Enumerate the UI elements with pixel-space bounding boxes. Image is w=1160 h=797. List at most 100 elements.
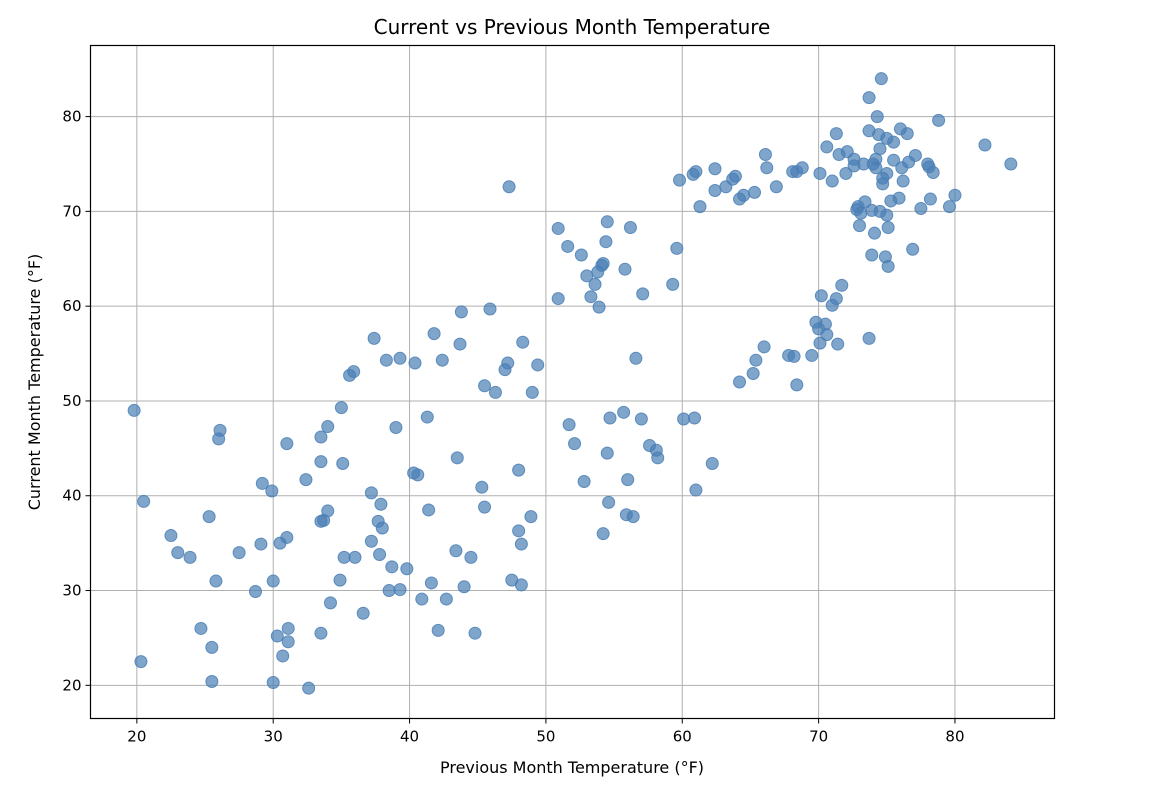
scatter-point	[858, 195, 872, 209]
scatter-point	[978, 138, 992, 152]
scatter-point	[281, 635, 295, 649]
grid-layer	[90, 45, 1055, 719]
y-tick-label: 50	[62, 392, 81, 410]
scatter-point	[592, 300, 606, 314]
scatter-point	[314, 455, 328, 469]
scatter-point	[908, 148, 922, 162]
scatter-point	[839, 166, 853, 180]
x-tick-label: 60	[673, 728, 692, 746]
scatter-point	[673, 173, 687, 187]
scatter-point	[705, 457, 719, 471]
x-axis-label: Previous Month Temperature (°F)	[440, 758, 704, 777]
scatter-point	[457, 580, 471, 594]
scatter-point	[874, 72, 888, 86]
plot-frame	[89, 44, 1056, 720]
scatter-point	[364, 534, 378, 548]
scatter-point	[501, 356, 515, 370]
scatter-point	[454, 305, 468, 319]
scatter-point	[868, 226, 882, 240]
scatter-point	[348, 550, 362, 564]
scatter-point	[831, 337, 845, 351]
scatter-point	[411, 468, 425, 482]
scatter-point	[943, 200, 957, 214]
scatter-point	[870, 110, 884, 124]
scatter-point	[865, 248, 879, 262]
scatter-point	[333, 573, 347, 587]
y-axis-label: Current Month Temperature (°F)	[25, 254, 44, 511]
scatter-point	[367, 331, 381, 345]
scatter-point	[254, 537, 268, 551]
scatter-point	[525, 385, 539, 399]
scatter-point	[666, 277, 680, 291]
scatter-point	[733, 375, 747, 389]
scatter-point	[194, 621, 208, 635]
scatter-point	[825, 174, 839, 188]
scatter-point	[574, 248, 588, 262]
scatter-point	[790, 378, 804, 392]
x-tick-label: 30	[264, 728, 283, 746]
scatter-point	[531, 358, 545, 372]
x-tick-label: 50	[536, 728, 555, 746]
scatter-point	[265, 484, 279, 498]
scatter-point	[636, 287, 650, 301]
scatter-point	[415, 592, 429, 606]
scatter-point	[375, 521, 389, 535]
scatter-point	[385, 560, 399, 574]
scatter-point	[603, 411, 617, 425]
scatter-point	[562, 418, 576, 432]
scatter-point	[596, 527, 610, 541]
x-tick-label: 40	[400, 728, 419, 746]
data-points	[127, 72, 1018, 695]
scatter-point	[829, 127, 843, 141]
scatter-point	[321, 420, 335, 434]
x-tick-label: 70	[809, 728, 828, 746]
scatter-point	[568, 437, 582, 451]
chart-title: Current vs Previous Month Temperature	[374, 15, 771, 39]
scatter-point	[488, 385, 502, 399]
scatter-point	[602, 495, 616, 509]
scatter-point	[689, 165, 703, 179]
scatter-point	[270, 629, 284, 643]
scatter-point	[524, 510, 538, 524]
scatter-point	[688, 411, 702, 425]
scatter-point	[757, 340, 771, 354]
scatter-point	[853, 219, 867, 233]
scatter-point	[584, 290, 598, 304]
scatter-point	[854, 206, 868, 220]
scatter-point	[869, 161, 883, 175]
scatter-point	[588, 277, 602, 291]
scatter-point	[255, 476, 269, 490]
scatter-point	[453, 337, 467, 351]
scatter-point	[248, 584, 262, 598]
scatter-point	[1004, 157, 1018, 171]
scatter-point	[408, 356, 422, 370]
scatter-point	[551, 221, 565, 235]
scatter-point	[336, 457, 350, 471]
scatter-point	[302, 681, 316, 695]
scatter-point	[708, 184, 722, 198]
scatter-point	[232, 546, 246, 560]
scatter-point	[183, 550, 197, 564]
scatter-point	[787, 349, 801, 363]
y-tick-label: 30	[62, 582, 81, 600]
scatter-point	[299, 473, 313, 487]
scatter-point	[347, 365, 361, 379]
scatter-point	[393, 583, 407, 597]
scatter-point	[393, 351, 407, 365]
scatter-point	[728, 169, 742, 183]
scatter-point	[813, 166, 827, 180]
scatter-point	[127, 403, 141, 417]
scatter-point	[618, 262, 632, 276]
scatter-point	[906, 242, 920, 256]
scatter-point	[651, 451, 665, 465]
scatter-point	[881, 220, 895, 234]
scatter-point	[900, 127, 914, 141]
scatter-point	[314, 626, 328, 640]
y-tick-label: 20	[62, 676, 81, 694]
scatter-point	[880, 166, 894, 180]
scatter-point	[202, 510, 216, 524]
scatter-point	[760, 161, 774, 175]
scatter-point	[137, 494, 151, 508]
scatter-point	[478, 379, 492, 393]
